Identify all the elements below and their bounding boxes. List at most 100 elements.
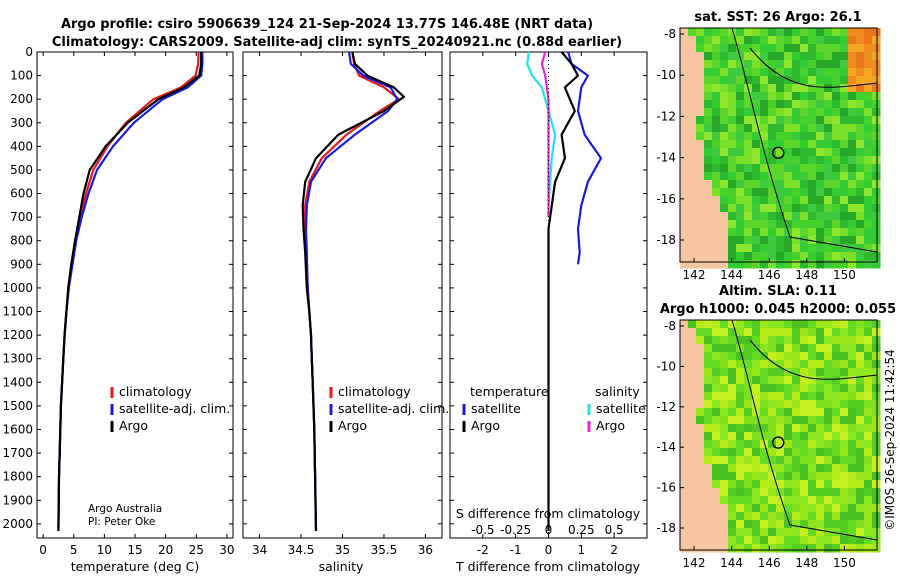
sst-map-cell: [696, 52, 705, 61]
sst-map-cell: [864, 76, 873, 85]
sla-map-cell: [712, 464, 721, 473]
sla-map-cell: [680, 432, 689, 441]
sla-map-cell: [736, 360, 745, 369]
sst-map-cell: [760, 92, 769, 101]
sla-map-cell: [840, 472, 849, 481]
sst-map-cell: [712, 28, 721, 37]
sla-map-cell: [760, 328, 769, 337]
sla-map-cell: [840, 360, 849, 369]
depth-tick-label: 2000: [2, 517, 33, 531]
sst-map-cell: [688, 164, 697, 173]
sst-map-cell: [832, 228, 841, 237]
diff-legend-title-salinity: salinity: [595, 384, 640, 399]
sla-map-cell: [800, 400, 809, 409]
depth-tick-label: 1400: [2, 375, 33, 389]
sla-map-cell: [848, 416, 857, 425]
sst-isobath-200m: [731, 27, 878, 253]
sla-map-cell: [696, 368, 705, 377]
sla-map-cell: [752, 376, 761, 385]
sla-map-cell: [720, 360, 729, 369]
sst-map-cell: [808, 236, 817, 245]
sst-map-cell: [832, 84, 841, 93]
sst-map-cell: [832, 108, 841, 117]
sst-map-cell: [840, 244, 849, 253]
temperature-xtick-label: 30: [219, 543, 234, 557]
sla-map-cell: [832, 392, 841, 401]
sla-map-cell: [848, 336, 857, 345]
sla-map-cell: [704, 408, 713, 417]
sla-map-cell: [736, 432, 745, 441]
sst-map-cell: [856, 140, 865, 149]
sst-map-cell: [736, 108, 745, 117]
sla-map-cell: [696, 392, 705, 401]
sst-map-cell: [752, 204, 761, 213]
sst-map-cell: [680, 76, 689, 85]
sla-map-cell: [680, 344, 689, 353]
sst-map-cell: [720, 148, 729, 157]
sla-map-cell: [712, 360, 721, 369]
sla-map-cell: [736, 528, 745, 537]
sst-map-cell: [824, 76, 833, 85]
sla-map-cell: [792, 496, 801, 505]
sla-map-cell: [784, 400, 793, 409]
credit-line-1: Argo Australia: [88, 503, 162, 515]
sst-map-cell: [760, 76, 769, 85]
sla-map-cell: [856, 368, 865, 377]
sla-map-cell: [760, 392, 769, 401]
sla-map-cell: [872, 520, 881, 529]
sst-map-cell: [816, 196, 825, 205]
sst-map-cell: [832, 156, 841, 165]
sst-map-cell: [728, 28, 737, 37]
sst-map-cell: [792, 212, 801, 221]
sla-map-cell: [760, 344, 769, 353]
sst-map-cell: [816, 252, 825, 261]
sla-lat-label: -14: [656, 440, 676, 454]
sst-map-cell: [808, 252, 817, 261]
sla-map-cell: [800, 416, 809, 425]
sst-map-cell: [784, 68, 793, 77]
sst-map-cell: [704, 156, 713, 165]
sla-map-cell: [792, 536, 801, 545]
sst-map-cell: [792, 100, 801, 109]
sla-map-cell: [752, 480, 761, 489]
sst-map-cell: [808, 164, 817, 173]
sla-map-cell: [848, 392, 857, 401]
sla-map-cell: [680, 448, 689, 457]
sst-map-cell: [712, 148, 721, 157]
sst-map-cell: [872, 196, 881, 205]
sla-map-cell: [864, 344, 873, 353]
sla-map-cell: [768, 352, 777, 361]
sst-map-cell: [720, 44, 729, 53]
sst-map-cell: [760, 44, 769, 53]
sla-map-cell: [808, 400, 817, 409]
sst-map-cell: [744, 52, 753, 61]
sla-map-cell: [736, 544, 745, 553]
sla-map-cell: [832, 456, 841, 465]
sst-map-title: sat. SST: 26 Argo: 26.1: [694, 10, 861, 25]
sst-map-cell: [824, 220, 833, 229]
sst-map-cell: [800, 252, 809, 261]
sst-map-cell: [840, 92, 849, 101]
sst-map-cell: [872, 132, 881, 141]
sla-map-cell: [816, 456, 825, 465]
sst-map-cell: [848, 100, 857, 109]
sst-map-cell: [856, 92, 865, 101]
salinity-xtick-label: 34: [252, 543, 267, 557]
sst-map-cell: [824, 68, 833, 77]
sla-map-cell: [848, 408, 857, 417]
sst-argo-marker: [772, 146, 785, 160]
sla-map-cell: [856, 400, 865, 409]
sst-map-cell: [856, 204, 865, 213]
sla-map-cell: [816, 432, 825, 441]
sst-map-cell: [792, 156, 801, 165]
sst-map-cell: [688, 244, 697, 253]
sst-map-cell: [784, 204, 793, 213]
sst-map-cell: [792, 196, 801, 205]
sla-map-cell: [784, 512, 793, 521]
sst-map-cell: [792, 140, 801, 149]
sla-map-cell: [808, 480, 817, 489]
sst-map-cell: [792, 172, 801, 181]
s-diff-tick-label: 0.25: [568, 523, 595, 537]
sla-map-cell: [728, 448, 737, 457]
